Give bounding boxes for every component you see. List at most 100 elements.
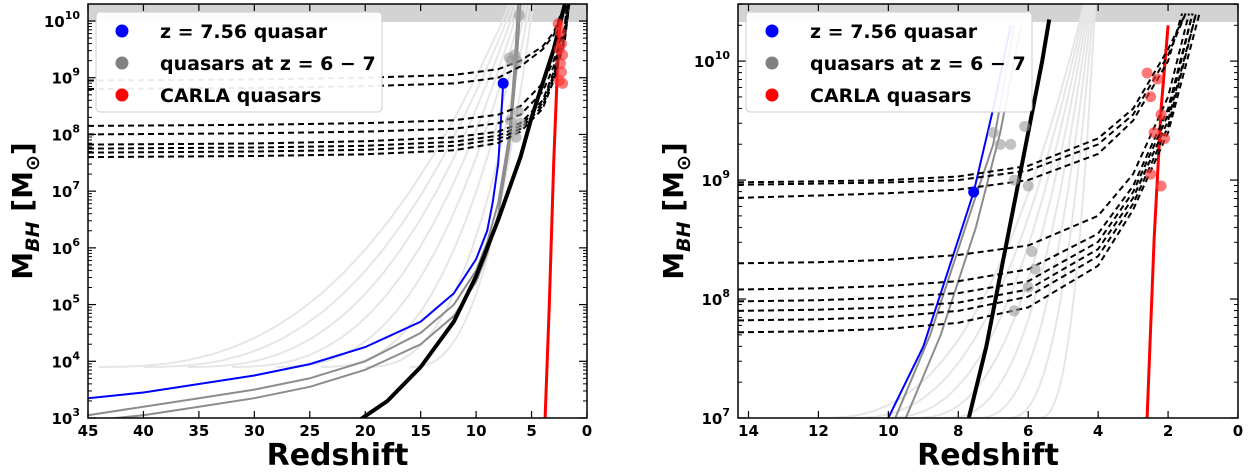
legend-marker	[765, 24, 779, 38]
legend-label: quasars at z = 6 − 7	[810, 53, 1026, 75]
y-tick-label: 103	[51, 406, 80, 428]
x-axis-label: Redshift	[917, 438, 1059, 473]
legend-label: quasars at z = 6 − 7	[160, 53, 376, 75]
x-tick-label: 20	[355, 422, 376, 440]
data-point	[552, 18, 564, 30]
data-point	[994, 138, 1006, 150]
data-point	[555, 66, 567, 78]
y-tick-label: 109	[51, 66, 80, 88]
x-tick-label: 40	[133, 422, 154, 440]
series-line-dashed-black	[88, 4, 571, 154]
faint-track-line	[975, 4, 1093, 418]
series-line-dashed-black	[738, 13, 1187, 186]
x-tick-label: 25	[299, 422, 320, 440]
chart-left: 45 40 35 30 25 20 15 10 5 01031041051061071081091…	[6, 3, 592, 473]
legend-marker	[765, 88, 779, 102]
x-tick-label: 14	[738, 422, 759, 440]
data-point	[1152, 73, 1164, 85]
faint-track-line	[276, 4, 524, 368]
series-line-dashed-black	[738, 13, 1194, 303]
faint-track-line	[818, 4, 1086, 418]
data-point	[1008, 305, 1020, 317]
x-tick-label: 0	[1233, 422, 1243, 440]
legend-label: CARLA quasars	[810, 85, 971, 107]
faint-track-line	[143, 4, 515, 368]
series-line-dashed-black	[738, 13, 1197, 322]
y-tick-label: 104	[51, 349, 80, 371]
faint-track-line	[409, 4, 534, 368]
y-tick-label: 109	[701, 168, 730, 190]
faint-track-line	[232, 4, 521, 368]
data-point	[1148, 126, 1160, 138]
data-point	[511, 55, 523, 67]
data-point	[554, 26, 566, 38]
data-point	[513, 9, 525, 21]
y-tick-label: 107	[51, 179, 80, 201]
series-line-solid-gray	[88, 4, 520, 417]
faint-track-line	[99, 4, 512, 368]
legend-label: z = 7.56 quasar	[160, 21, 328, 43]
faint-track-line	[1038, 4, 1097, 418]
legend: z = 7.56 quasar quasars at z = 6 − 7 CARLA…	[95, 11, 383, 113]
x-axis-label: Redshift	[267, 438, 409, 473]
y-tick-label: 108	[51, 122, 80, 144]
data-point	[1008, 174, 1020, 186]
x-tick-label: 35	[188, 422, 209, 440]
data-point	[557, 49, 569, 61]
y-axis-label: MBH [M⊙]	[6, 142, 44, 279]
data-point	[1145, 168, 1157, 180]
series-line-solid-blue	[88, 83, 505, 400]
data-point	[1155, 109, 1167, 121]
data-point	[968, 186, 980, 198]
data-point	[1159, 132, 1171, 144]
x-tick-label: 4	[1093, 422, 1103, 440]
x-tick-label: 45	[78, 422, 99, 440]
y-tick-label: 1010	[44, 9, 81, 31]
series-line-dashed-black	[88, 4, 568, 127]
x-tick-label: 12	[808, 422, 829, 440]
data-point	[1145, 91, 1157, 103]
axes-frame	[737, 3, 1239, 419]
data-point	[1029, 263, 1041, 275]
legend-marker	[115, 88, 129, 102]
y-tick-label: 107	[701, 406, 730, 428]
data-point	[510, 131, 522, 143]
series-line-solid-gray	[105, 4, 522, 418]
data-point	[554, 58, 566, 70]
series-line-dashed-black	[738, 13, 1187, 184]
series-line-dashed-black	[738, 13, 1184, 199]
data-point	[1022, 281, 1034, 293]
data-point	[1005, 138, 1017, 150]
y-tick-label: 106	[51, 236, 80, 258]
x-tick-label: 5	[526, 422, 536, 440]
series-line-dashed-black	[88, 4, 571, 159]
data-point	[1022, 180, 1034, 192]
x-tick-label: 8	[953, 422, 963, 440]
series-line-thick-black	[358, 4, 567, 418]
plot-content	[88, 4, 587, 418]
data-point	[512, 106, 524, 118]
faint-track-line	[912, 4, 1090, 418]
y-axis-label: MBH [M⊙]	[657, 142, 695, 279]
data-point	[1019, 121, 1031, 133]
faint-track-line	[1007, 4, 1095, 418]
x-tick-label: 6	[1023, 422, 1033, 440]
series-line-thick-black	[966, 19, 1052, 418]
faint-track-line	[881, 4, 1089, 418]
y-tick-label: 1010	[694, 49, 731, 71]
data-point	[504, 114, 516, 126]
data-point	[557, 77, 569, 89]
x-tick-label: 15	[410, 422, 431, 440]
axes-frame	[87, 3, 588, 419]
data-point	[987, 126, 999, 138]
x-tick-label: 10	[878, 422, 899, 440]
legend-label: z = 7.56 quasar	[810, 21, 978, 43]
series-line-solid-red	[1145, 25, 1170, 418]
legend-box	[745, 11, 1033, 113]
data-point	[1155, 180, 1167, 192]
x-tick-label: 30	[244, 422, 265, 440]
legend-marker	[115, 56, 129, 70]
y-tick-label: 108	[701, 287, 730, 309]
